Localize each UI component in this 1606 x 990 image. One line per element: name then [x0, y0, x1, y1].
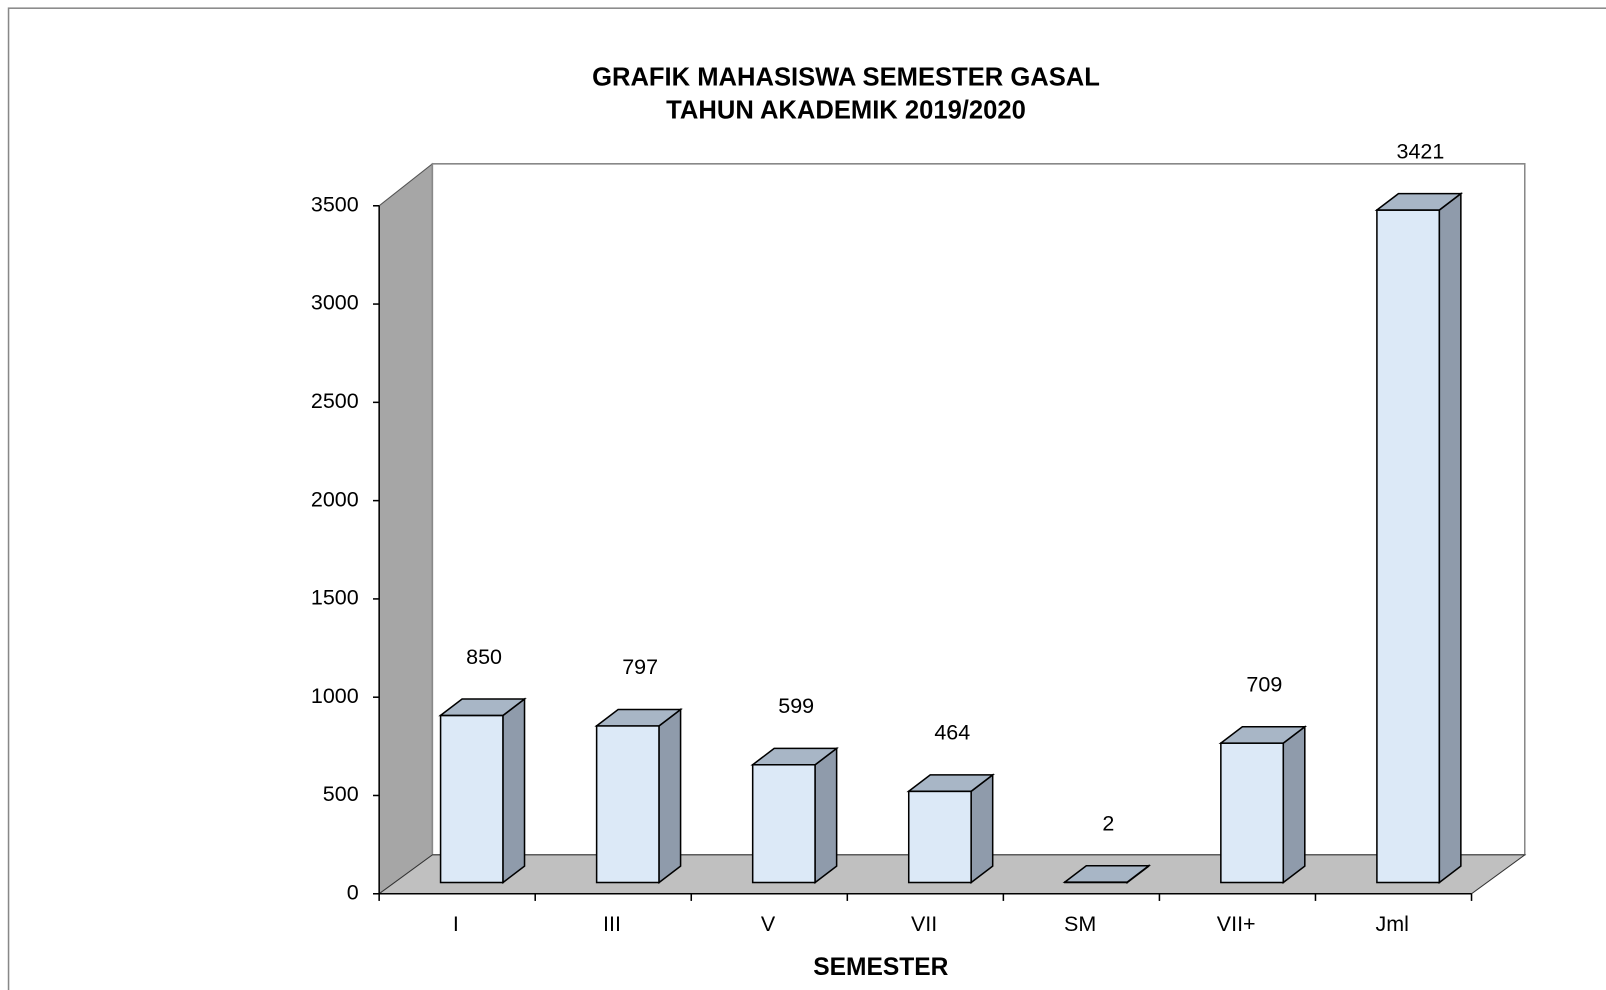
chart-frame — [7, 7, 1606, 990]
value-label: 464 — [934, 721, 970, 745]
bar-side — [502, 697, 526, 885]
value-label: 850 — [466, 645, 502, 669]
bar-top — [750, 747, 839, 766]
value-label: 2 — [1102, 811, 1114, 835]
x-axis-title: SEMESTER — [813, 954, 948, 981]
value-label: 599 — [778, 694, 814, 718]
y-tick-label: 3500 — [311, 192, 359, 216]
y-tick-label: 0 — [347, 880, 359, 904]
x-tick-label: SM — [1064, 912, 1096, 936]
x-tick-label: I — [453, 912, 459, 936]
y-tick-label: 500 — [323, 782, 359, 806]
y-tick-label: 2500 — [311, 389, 359, 413]
bar-side — [814, 746, 838, 885]
bar-front — [439, 714, 504, 884]
chart-subtitle: TAHUN AKADEMIK 2019/2020 — [666, 96, 1026, 124]
bar-top — [1374, 192, 1464, 211]
value-label: 709 — [1246, 672, 1282, 696]
bar-side — [1438, 192, 1462, 885]
value-label: 3421 — [1397, 139, 1445, 163]
y-tick-label: 1500 — [311, 586, 359, 610]
bar-side — [1282, 725, 1306, 885]
value-label: 797 — [622, 655, 658, 679]
x-tick-label: VII — [911, 912, 937, 936]
bar-top — [438, 698, 527, 717]
chart-title: GRAFIK MAHASISWA SEMESTER GASAL — [592, 64, 1100, 92]
x-tick-label: Jml — [1376, 912, 1409, 936]
bar-front — [1376, 209, 1441, 884]
bar-front — [595, 725, 660, 884]
bar-top — [1062, 864, 1152, 883]
y-tick-label: 3000 — [311, 291, 359, 315]
y-tick-label: 1000 — [311, 684, 359, 708]
bar-front — [751, 763, 816, 884]
y-tick-label: 2000 — [311, 487, 359, 511]
bar-front — [1220, 742, 1285, 884]
x-tick-label: III — [603, 912, 621, 936]
bar-top — [1218, 725, 1308, 744]
bar-top — [594, 708, 683, 727]
x-tick-label: VII+ — [1217, 912, 1256, 936]
bar-side — [970, 773, 994, 885]
bar-side — [658, 707, 682, 885]
side-wall — [378, 162, 433, 895]
bar-front — [907, 790, 972, 884]
bar-top — [906, 774, 995, 793]
x-tick-label: V — [761, 912, 776, 936]
